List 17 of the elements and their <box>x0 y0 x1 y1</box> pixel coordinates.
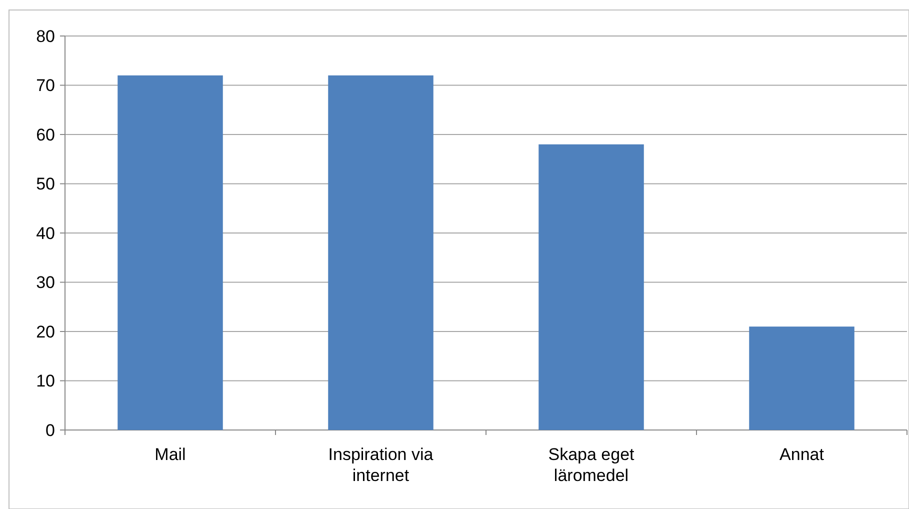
y-tick-label: 20 <box>36 322 55 342</box>
x-tick-label: Inspiration via internet <box>328 445 434 485</box>
y-tick-label: 0 <box>46 420 55 440</box>
y-tick-label: 10 <box>36 372 55 391</box>
y-tick-label: 80 <box>36 26 55 46</box>
x-tick-label: Skapa eget läromedel <box>548 445 635 485</box>
bar <box>749 326 854 430</box>
y-tick-label: 40 <box>36 224 55 243</box>
x-tick-label: Mail <box>154 445 186 464</box>
y-tick-label: 50 <box>36 174 55 194</box>
y-tick-label: 70 <box>36 76 55 96</box>
x-tick-label: Annat <box>780 445 824 464</box>
y-tick-label: 60 <box>36 125 55 144</box>
bar <box>118 75 223 430</box>
bar <box>538 144 644 430</box>
y-tick-label: 30 <box>36 273 55 292</box>
bar <box>328 75 434 430</box>
